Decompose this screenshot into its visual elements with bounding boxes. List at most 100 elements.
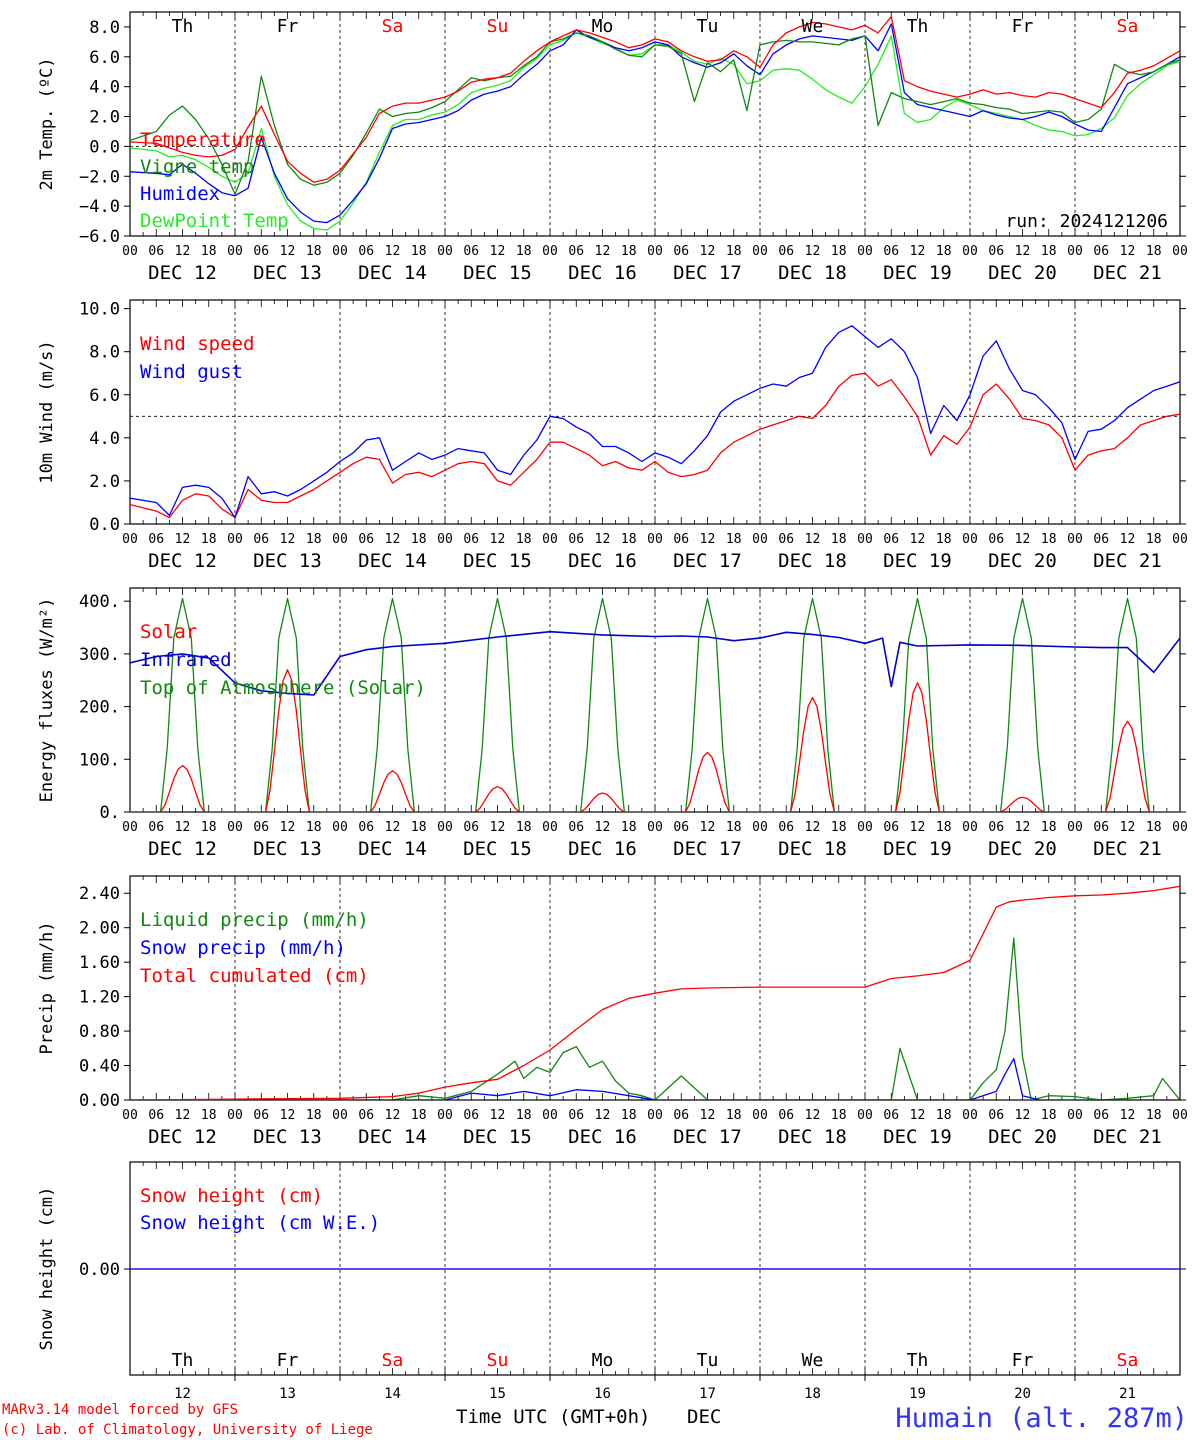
panel-3: 400. 300. 200. 100. 0. Energy fluxes (W/m²) So… bbox=[37, 587, 1188, 860]
date-label: DEC 16 bbox=[568, 550, 637, 572]
hour-label: 18 bbox=[201, 532, 217, 547]
hour-label: 12 bbox=[280, 532, 296, 547]
y-tick-label: 2.40 bbox=[79, 884, 120, 904]
hour-label: 06 bbox=[778, 820, 794, 835]
hour-label: 12 bbox=[700, 532, 716, 547]
hour-label: 12 bbox=[700, 1108, 716, 1123]
hour-label: 12 bbox=[175, 244, 191, 259]
hour-label: 00 bbox=[857, 244, 873, 259]
hour-label: 00 bbox=[962, 820, 978, 835]
hour-label: 06 bbox=[358, 532, 374, 547]
date-label: DEC 14 bbox=[358, 262, 427, 284]
date-label: DEC 14 bbox=[358, 1126, 427, 1148]
hour-label: 18 bbox=[201, 1108, 217, 1123]
x-axis-month: DEC bbox=[687, 1406, 721, 1428]
y-tick-label: 4.0 bbox=[89, 78, 120, 98]
weekday-label: Fr bbox=[277, 1350, 299, 1371]
panel-frame bbox=[129, 587, 1181, 813]
hour-label: 06 bbox=[988, 1108, 1004, 1123]
hour-label: 12 bbox=[595, 244, 611, 259]
weekday-label: Sa bbox=[1117, 1350, 1139, 1371]
hour-label: 18 bbox=[726, 532, 742, 547]
hour-label: 18 bbox=[621, 1108, 637, 1123]
hour-label: 06 bbox=[568, 820, 584, 835]
hour-label: 06 bbox=[778, 244, 794, 259]
date-label: DEC 12 bbox=[148, 550, 217, 572]
hour-label: 06 bbox=[463, 1108, 479, 1123]
hour-label: 00 bbox=[1172, 532, 1188, 547]
legend-entry: Temperature bbox=[140, 129, 266, 151]
meteogram-panels: 8.0 6.0 4.0 2.0 0.0 −2.0 −4.0 −6.0 2m Temp. (ºC)… bbox=[37, 11, 1188, 1402]
hour-label: 12 bbox=[175, 532, 191, 547]
series-line-infrared bbox=[130, 630, 1180, 696]
hour-label: 00 bbox=[332, 532, 348, 547]
weekday-label: Sa bbox=[382, 1350, 404, 1371]
weekday-label: Th bbox=[907, 16, 929, 37]
hour-label: 12 bbox=[595, 820, 611, 835]
hour-label: 06 bbox=[358, 244, 374, 259]
y-tick-label: 0. bbox=[100, 803, 120, 823]
footer: MARv3.14 model forced by GFS (c) Lab. of… bbox=[2, 1402, 1188, 1438]
hour-label: 00 bbox=[1067, 244, 1083, 259]
day-number: 17 bbox=[699, 1386, 716, 1402]
hour-label: 12 bbox=[805, 820, 821, 835]
hour-label: 12 bbox=[1120, 1108, 1136, 1123]
legend-entry: Infrared bbox=[140, 649, 232, 671]
series-line-wind-gust bbox=[130, 325, 1180, 519]
hour-label: 06 bbox=[1093, 1108, 1109, 1123]
y-tick-label: 4.0 bbox=[89, 429, 120, 449]
date-label: DEC 13 bbox=[253, 550, 322, 572]
hour-label: 12 bbox=[490, 820, 506, 835]
day-number: 18 bbox=[804, 1386, 821, 1402]
weekday-label: Fr bbox=[1012, 1350, 1034, 1371]
weekday-label: Tu bbox=[697, 1350, 719, 1371]
hour-label: 12 bbox=[280, 1108, 296, 1123]
hour-label: 00 bbox=[227, 820, 243, 835]
hour-label: 00 bbox=[437, 244, 453, 259]
hour-label: 06 bbox=[253, 244, 269, 259]
hour-label: 12 bbox=[700, 820, 716, 835]
hour-label: 00 bbox=[332, 1108, 348, 1123]
hour-label: 06 bbox=[988, 820, 1004, 835]
y-tick-label: 100. bbox=[79, 750, 120, 770]
hour-label: 06 bbox=[673, 1108, 689, 1123]
hour-label: 06 bbox=[988, 532, 1004, 547]
x-axis-title: Time UTC (GMT+0h) bbox=[456, 1406, 650, 1428]
y-tick-label: 6.0 bbox=[89, 386, 120, 406]
hour-label: 00 bbox=[122, 1108, 138, 1123]
date-label: DEC 21 bbox=[1093, 838, 1162, 860]
series-line-humidex bbox=[130, 23, 1180, 224]
legend-entry: Snow precip (mm/h) bbox=[140, 937, 346, 959]
hour-label: 18 bbox=[936, 1108, 952, 1123]
hour-label: 18 bbox=[1146, 1108, 1162, 1123]
series-line-dewpoint-temp bbox=[130, 32, 1180, 231]
hour-label: 18 bbox=[306, 1108, 322, 1123]
date-label: DEC 12 bbox=[148, 838, 217, 860]
hour-label: 00 bbox=[857, 820, 873, 835]
hour-label: 00 bbox=[752, 1108, 768, 1123]
hour-label: 18 bbox=[726, 1108, 742, 1123]
hour-label: 00 bbox=[122, 820, 138, 835]
hour-label: 12 bbox=[700, 244, 716, 259]
legend-entry: DewPoint Temp bbox=[140, 210, 289, 232]
hour-label: 00 bbox=[542, 1108, 558, 1123]
day-number: 12 bbox=[174, 1386, 191, 1402]
y-tick-label: 6.0 bbox=[89, 48, 120, 68]
date-label: DEC 17 bbox=[673, 1126, 742, 1148]
hour-label: 18 bbox=[516, 532, 532, 547]
hour-label: 00 bbox=[647, 1108, 663, 1123]
hour-label: 18 bbox=[516, 244, 532, 259]
y-tick-label: 0.00 bbox=[79, 1260, 120, 1280]
hour-label: 00 bbox=[1067, 532, 1083, 547]
legend-entry: Snow height (cm) bbox=[140, 1185, 323, 1207]
hour-label: 00 bbox=[1172, 244, 1188, 259]
hour-label: 18 bbox=[621, 244, 637, 259]
hour-label: 00 bbox=[227, 532, 243, 547]
date-label: DEC 19 bbox=[883, 262, 952, 284]
panel-frame bbox=[129, 299, 1181, 525]
hour-label: 18 bbox=[411, 244, 427, 259]
hour-label: 06 bbox=[463, 244, 479, 259]
hour-label: 00 bbox=[542, 820, 558, 835]
hour-label: 00 bbox=[122, 244, 138, 259]
date-label: DEC 16 bbox=[568, 1126, 637, 1148]
